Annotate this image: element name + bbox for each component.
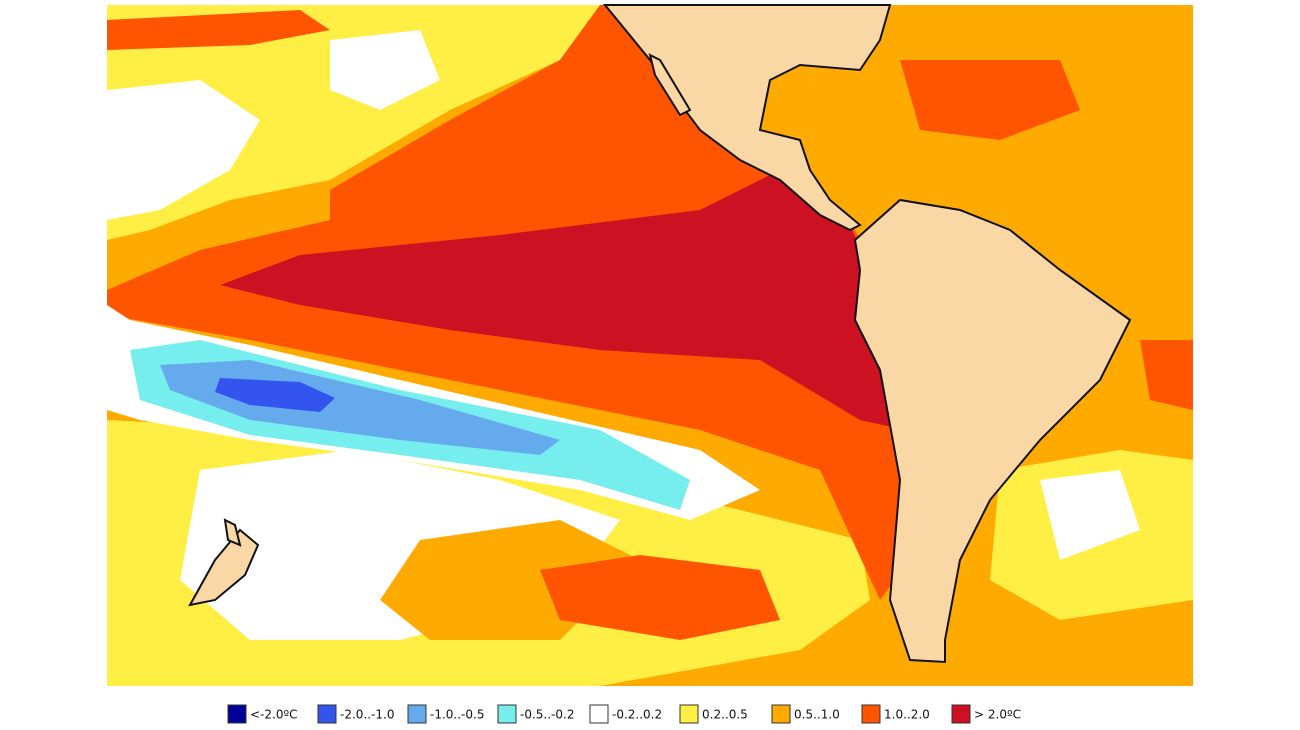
legend-label: > 2.0ºC <box>974 708 1021 722</box>
north-america <box>602 4 892 232</box>
neutral-zone <box>1040 470 1140 560</box>
legend-label: -0.2..0.2 <box>612 708 662 722</box>
new-zealand <box>188 528 260 607</box>
new-zealand <box>223 518 242 547</box>
legend-label: 0.2..0.5 <box>702 708 748 722</box>
legend-swatch <box>861 704 881 724</box>
legend-label: 0.5..1.0 <box>794 708 840 722</box>
legend-swatch <box>589 704 609 724</box>
legend-swatch <box>497 704 517 724</box>
legend-swatch <box>951 704 971 724</box>
neutral-zone <box>107 80 260 220</box>
neutral-zone <box>330 30 440 110</box>
legend-label: -1.0..-0.5 <box>430 708 484 722</box>
legend-label: -0.5..-0.2 <box>520 708 574 722</box>
very-hot-zone <box>220 175 905 430</box>
warm-zone <box>107 5 600 240</box>
legend-swatch <box>679 704 699 724</box>
legend-label: -2.0..-1.0 <box>340 708 394 722</box>
legend-label: 1.0..2.0 <box>884 708 930 722</box>
legend-swatch <box>771 704 791 724</box>
legend: <-2.0ºC -2.0..-1.0 -1.0..-0.5 -0.5..-0.2 -0.… <box>227 704 1021 724</box>
baja-california <box>648 53 692 117</box>
legend-label: <-2.0ºC <box>250 708 298 722</box>
hot-zone <box>540 555 780 640</box>
legend-swatch <box>227 704 247 724</box>
hot-zone <box>1140 340 1193 410</box>
hot-zone <box>900 60 1080 140</box>
legend-swatch <box>317 704 337 724</box>
legend-swatch <box>407 704 427 724</box>
hot-zone <box>107 10 330 50</box>
anomaly-map <box>107 4 1193 686</box>
cold-zone <box>215 378 335 412</box>
south-america <box>853 198 1132 664</box>
